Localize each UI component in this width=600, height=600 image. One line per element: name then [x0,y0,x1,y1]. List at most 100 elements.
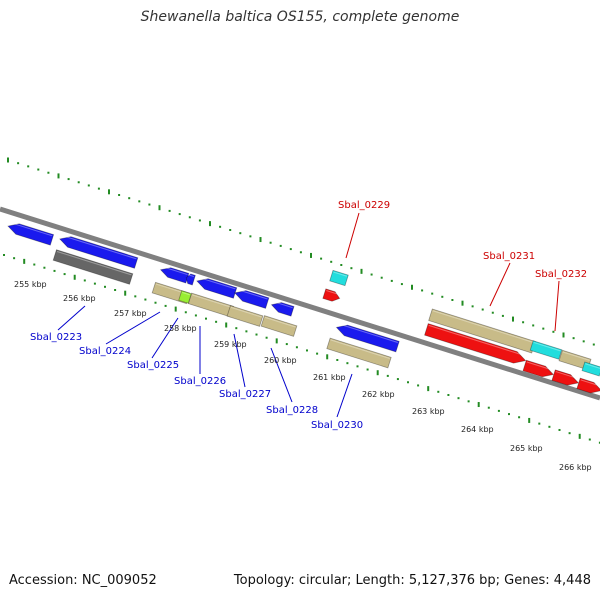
scale-label: 263 kbp [412,407,445,416]
feature-sbal-0226-highlight [188,274,195,278]
scale-label: 266 kbp [559,463,592,472]
accession-text: Accession: NC_009052 [9,573,157,588]
feature-sbal-0232-tan-highlight [562,351,590,361]
leader-sbal-0228 [270,347,293,403]
leader-sbal-0230 [336,373,353,418]
feature-sbal-0231-tan [428,308,536,354]
feature-sbal-0228-shape [233,290,270,309]
feature-sbal-0232b [551,369,580,386]
inner-tick-ring [3,254,600,444]
gene-label-sbal-0226[interactable]: Sbal_0226 [174,376,226,387]
feature-sbal-0229-highlight [326,290,340,296]
gene-label-sbal-0228[interactable]: Sbal_0228 [266,405,318,416]
leader-sbal-0224 [105,311,161,345]
feature-gray [52,249,134,285]
feature-sbal-0227-shape [196,278,238,299]
feature-sbal-0223 [7,222,55,246]
feature-sbal-0232b-shape [551,369,580,386]
feature-sbal-0232b-highlight [555,371,579,380]
feature-sbal-0223-highlight [10,222,53,237]
feature-sbal-0231 [424,323,527,364]
feature-sbal-0230 [335,323,400,353]
feature-sbal-0231-shape [424,323,527,364]
feature-green-shape [178,290,192,304]
scale-label: 265 kbp [510,444,543,453]
feature-sbal-0224-shape [59,236,139,269]
leader-sbal-0229 [345,212,360,259]
feature-sbal-0230-highlight [338,323,398,343]
feature-tan-c-highlight [230,306,262,318]
feature-sbal-0230-shape [335,324,400,353]
feature-gray-highlight [56,250,132,276]
feature-sbal-0229 [322,288,341,302]
feature-sbal-0225-shape [159,267,190,284]
leader-sbal-0223 [57,305,86,331]
gene-label-sbal-0223[interactable]: Sbal_0223 [30,332,82,343]
feature-tan-e-highlight [330,339,390,359]
feature-sbal-0226 [185,273,196,286]
feature-tan-e [326,337,392,369]
feature-track [7,222,600,394]
gene-label-sbal-0231[interactable]: Sbal_0231 [483,251,535,262]
feature-sbal-0225-highlight [162,266,188,276]
leader-sbal-0232 [554,280,560,332]
feature-tan-b-highlight [192,294,233,308]
scale-label: 257 kbp [114,309,147,318]
feature-sbal-0231-tan-shape [428,308,536,354]
feature-green-highlight [182,291,191,296]
feature-tan-e-shape [326,337,392,369]
feature-tan-b [187,292,235,318]
gene-label-sbal-0232[interactable]: Sbal_0232 [535,269,587,280]
label-leaders [57,212,560,418]
feature-sbal-0231-cyan-shape [529,340,563,360]
feature-tan-d [260,315,298,337]
feature-sbal-0228b [270,301,295,317]
feature-sbal-0223-shape [7,223,55,246]
feature-sbal-0232 [522,359,555,378]
feature-tan-d-highlight [264,316,296,328]
gene-label-sbal-0224[interactable]: Sbal_0224 [79,346,131,357]
leader-sbal-0231 [489,262,511,307]
scale-label: 255 kbp [14,280,47,289]
feature-sbal-0226-shape [185,273,196,286]
scale-label: 259 kbp [214,340,247,349]
scale-label: 260 kbp [264,356,297,365]
feature-sbal-0224-highlight [61,234,137,260]
scale-label: 264 kbp [461,425,494,434]
feature-sbal-0227-highlight [198,276,236,290]
feature-sbal-0228b-shape [270,302,295,317]
feature-sbal-0232c-shape [576,377,600,394]
scale-labels: 255 kbp 256 kbp 257 kbp 258 kbp 259 kbp … [14,280,592,472]
feature-gray-shape [52,249,134,285]
feature-tan-d-shape [260,315,298,337]
feature-sbal-0232-highlight [526,361,554,371]
map-title: Shewanella baltica OS155, complete genom… [140,9,460,25]
scale-label: 262 kbp [362,390,395,399]
feature-sbal-0229-cyan [329,269,349,287]
leader-sbal-0227 [233,333,246,388]
feature-sbal-0228-highlight [236,288,268,300]
feature-sbal-0227 [196,276,238,299]
genome-summary-text: Topology: circular; Length: 5,127,376 bp… [233,573,591,588]
feature-tan-b-shape [187,292,235,318]
scale-label: 258 kbp [164,324,197,333]
gene-label-sbal-0230[interactable]: Sbal_0230 [311,420,363,431]
gene-label-sbal-0225[interactable]: Sbal_0225 [127,360,179,371]
gene-label-sbal-0227[interactable]: Sbal_0227 [219,389,271,400]
feature-cyan-edge-highlight [585,363,600,370]
scale-label: 261 kbp [313,373,346,382]
feature-tan-c-shape [226,305,264,327]
feature-cyan-edge-shape [581,361,600,377]
feature-sbal-0225 [159,266,190,284]
feature-sbal-0229-cyan-highlight [333,271,348,277]
genome-backbone [0,206,600,401]
scale-label: 256 kbp [63,294,96,303]
feature-sbal-0231-cyan-highlight [533,341,561,352]
feature-sbal-0229-cyan-shape [329,269,349,287]
feature-sbal-0224 [59,234,139,269]
feature-sbal-0228 [233,288,270,309]
feature-green [178,290,192,304]
gene-labels: Sbal_0229 Sbal_0231 Sbal_0232 Sbal_0223 … [30,200,587,431]
gene-label-sbal-0229[interactable]: Sbal_0229 [338,200,390,211]
